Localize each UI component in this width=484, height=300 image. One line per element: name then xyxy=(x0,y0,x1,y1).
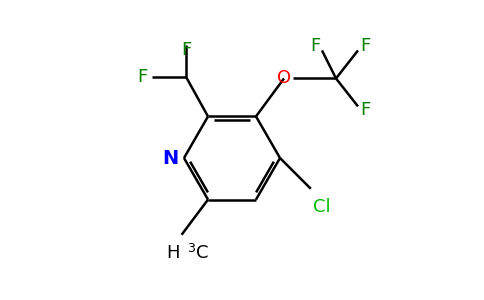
Text: F: F xyxy=(360,38,370,56)
Text: C: C xyxy=(196,244,208,262)
Text: F: F xyxy=(360,101,370,119)
Text: F: F xyxy=(310,38,320,56)
Text: O: O xyxy=(277,69,291,87)
Text: Cl: Cl xyxy=(313,198,331,216)
Text: F: F xyxy=(181,41,191,59)
Text: N: N xyxy=(162,148,178,167)
Text: H: H xyxy=(166,244,180,262)
Text: F: F xyxy=(138,68,148,86)
Text: 3: 3 xyxy=(187,242,195,255)
